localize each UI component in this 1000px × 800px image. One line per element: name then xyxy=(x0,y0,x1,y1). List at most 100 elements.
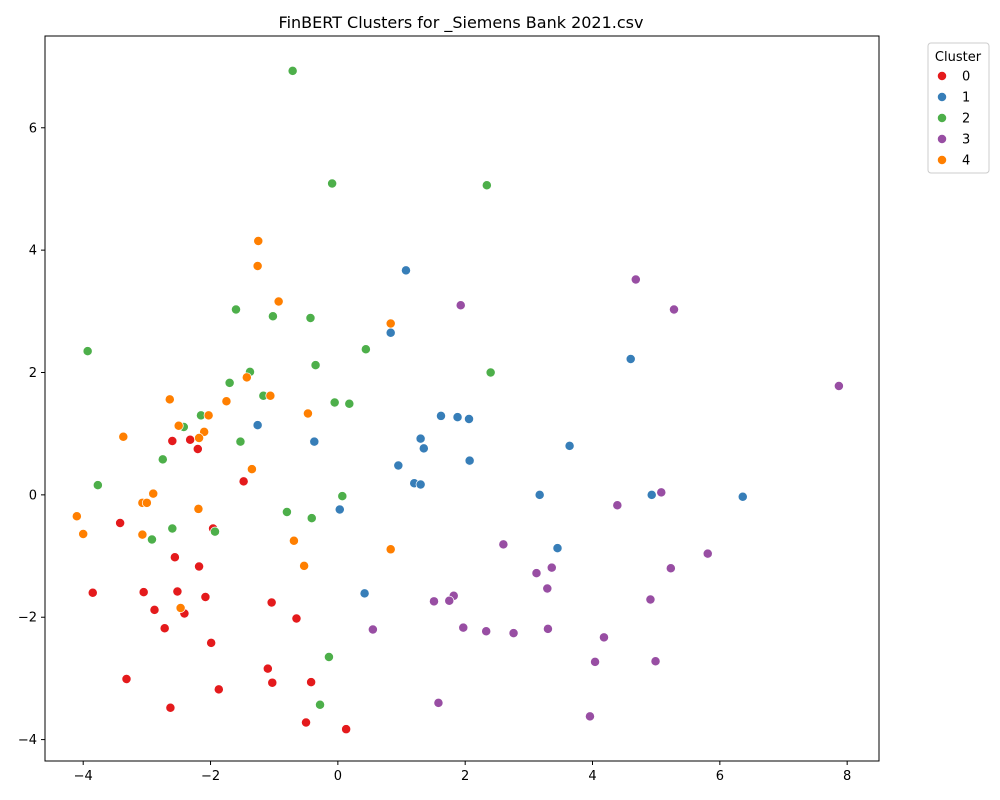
data-point-cluster-3 xyxy=(481,626,492,637)
data-point-cluster-0 xyxy=(213,684,224,695)
data-point-cluster-0 xyxy=(194,561,205,572)
data-point-cluster-3 xyxy=(455,300,466,311)
data-point-cluster-4 xyxy=(246,464,257,475)
data-point-cluster-0 xyxy=(172,586,183,597)
data-point-cluster-3 xyxy=(669,304,679,315)
data-point-cluster-2 xyxy=(281,507,292,517)
data-point-cluster-1 xyxy=(646,489,657,500)
data-point-cluster-2 xyxy=(306,513,317,524)
data-point-cluster-0 xyxy=(341,724,352,735)
data-point-cluster-0 xyxy=(165,702,176,713)
data-point-cluster-0 xyxy=(169,552,180,563)
data-point-cluster-4 xyxy=(252,261,263,271)
data-point-cluster-2 xyxy=(481,180,492,191)
data-point-cluster-4 xyxy=(203,410,214,421)
x-tick-label: 4 xyxy=(588,769,596,784)
data-point-cluster-0 xyxy=(138,587,149,598)
data-point-cluster-1 xyxy=(401,265,411,276)
legend: Cluster 0 1 2 3 4 xyxy=(927,42,990,174)
y-axis: −4 −2 0 2 4 6 xyxy=(18,121,45,748)
data-point-cluster-2 xyxy=(327,178,338,189)
data-point-cluster-3 xyxy=(590,656,601,667)
data-point-cluster-0 xyxy=(267,677,278,688)
data-point-cluster-2 xyxy=(147,534,157,545)
x-tick-label: −4 xyxy=(74,769,93,784)
data-point-cluster-2 xyxy=(337,491,348,502)
data-point-cluster-4 xyxy=(288,535,299,546)
data-point-cluster-3 xyxy=(444,595,455,606)
y-tick-label: −2 xyxy=(18,611,37,626)
data-point-cluster-4 xyxy=(164,394,175,405)
x-axis: −4 −2 0 2 4 6 8 xyxy=(74,761,851,784)
data-point-cluster-2 xyxy=(485,367,496,378)
data-point-cluster-1 xyxy=(415,479,426,490)
data-point-cluster-3 xyxy=(702,548,713,559)
data-point-cluster-4 xyxy=(148,488,159,499)
data-point-cluster-4 xyxy=(175,603,186,613)
data-point-cluster-2 xyxy=(329,397,340,408)
x-tick-label: 0 xyxy=(334,769,342,784)
data-point-cluster-3 xyxy=(656,487,667,498)
data-point-cluster-1 xyxy=(552,543,563,554)
data-point-cluster-1 xyxy=(436,410,446,421)
data-point-cluster-4 xyxy=(385,544,396,555)
data-point-cluster-2 xyxy=(310,360,321,371)
data-point-cluster-0 xyxy=(185,434,196,445)
x-tick-label: 8 xyxy=(843,769,851,784)
data-point-cluster-2 xyxy=(157,454,168,465)
legend-marker-1 xyxy=(937,92,947,102)
chart-title: FinBERT Clusters for _Siemens Bank 2021.… xyxy=(279,13,644,33)
data-point-cluster-4 xyxy=(299,560,310,571)
data-points xyxy=(71,65,844,735)
data-point-cluster-4 xyxy=(385,318,396,329)
legend-label-2: 2 xyxy=(962,112,970,127)
data-point-cluster-4 xyxy=(137,529,148,540)
data-point-cluster-0 xyxy=(206,637,217,648)
data-point-cluster-1 xyxy=(418,443,429,454)
data-point-cluster-3 xyxy=(833,381,844,391)
data-point-cluster-4 xyxy=(273,296,284,307)
data-point-cluster-0 xyxy=(266,597,277,608)
data-point-cluster-0 xyxy=(192,444,203,454)
data-point-cluster-4 xyxy=(173,420,184,431)
data-point-cluster-0 xyxy=(149,604,160,615)
data-point-cluster-3 xyxy=(665,563,676,574)
data-point-cluster-0 xyxy=(159,623,170,634)
data-point-cluster-0 xyxy=(200,592,211,602)
data-point-cluster-4 xyxy=(141,497,152,508)
data-point-cluster-2 xyxy=(305,313,316,323)
legend-label-4: 4 xyxy=(962,154,970,169)
data-point-cluster-3 xyxy=(531,568,542,579)
data-point-cluster-0 xyxy=(167,436,178,446)
data-point-cluster-0 xyxy=(238,476,249,487)
data-point-cluster-1 xyxy=(309,436,320,447)
y-tick-label: −4 xyxy=(18,733,37,748)
data-point-cluster-4 xyxy=(118,431,129,442)
data-point-cluster-2 xyxy=(287,65,298,76)
data-point-cluster-1 xyxy=(564,440,575,451)
legend-marker-3 xyxy=(937,134,947,144)
data-point-cluster-4 xyxy=(253,236,264,246)
data-point-cluster-0 xyxy=(87,587,98,598)
data-point-cluster-1 xyxy=(393,460,404,471)
data-point-cluster-1 xyxy=(737,491,748,502)
data-point-cluster-2 xyxy=(231,304,241,315)
data-point-cluster-3 xyxy=(433,697,444,708)
data-point-cluster-0 xyxy=(301,717,311,728)
data-point-cluster-2 xyxy=(82,346,93,357)
data-point-cluster-2 xyxy=(315,699,325,710)
legend-marker-2 xyxy=(937,113,947,123)
data-point-cluster-3 xyxy=(650,656,661,667)
data-point-cluster-4 xyxy=(194,433,205,443)
data-point-cluster-3 xyxy=(498,539,509,550)
plot-area-frame xyxy=(44,35,880,762)
data-point-cluster-4 xyxy=(78,529,89,539)
data-point-cluster-3 xyxy=(546,562,557,573)
data-point-cluster-4 xyxy=(265,390,276,401)
data-point-cluster-4 xyxy=(302,408,313,419)
data-point-cluster-3 xyxy=(367,624,378,635)
data-point-cluster-2 xyxy=(224,377,235,388)
y-tick-label: 2 xyxy=(29,366,37,381)
legend-label-1: 1 xyxy=(962,91,970,106)
